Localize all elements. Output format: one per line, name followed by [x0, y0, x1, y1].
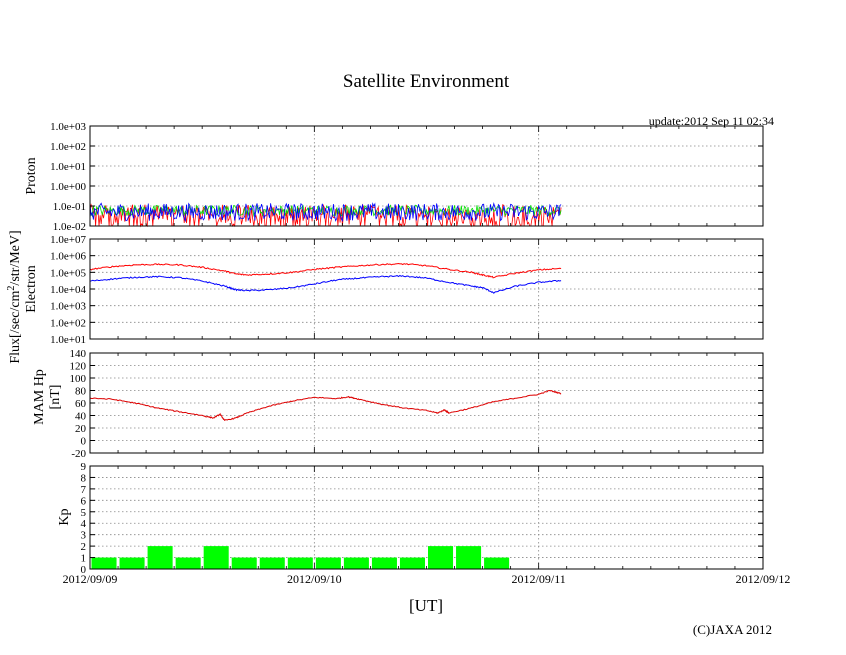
plot-area: 1.0e-021.0e-011.0e+001.0e+011.0e+021.0e+…: [50, 121, 790, 586]
electron-y-tick-label: 1.0e+06: [50, 251, 86, 263]
kp-bar: [371, 557, 397, 569]
kp-bar: [315, 557, 341, 569]
kp-y-tick-label: 2: [81, 541, 87, 553]
copyright-notice: (C)JAXA 2012: [693, 622, 772, 637]
chart-title: Satellite Environment: [343, 71, 510, 92]
kp-y-tick-label: 8: [81, 472, 87, 484]
mam-y-tick-label: 40: [75, 411, 87, 423]
kp-y-tick-label: 5: [81, 507, 87, 519]
kp-y-tick-label: 0: [81, 564, 87, 576]
mam-y-label-line2: [nT]: [48, 385, 63, 410]
electron-y-tick-label: 1.0e+01: [50, 334, 86, 346]
mam-y-tick-label: 20: [75, 423, 87, 435]
kp-bar: [231, 557, 257, 569]
x-tick-label: 2012/09/12: [736, 572, 791, 586]
kp-y-tick-label: 7: [81, 484, 87, 496]
kp-bar: [175, 557, 201, 569]
electron-y-tick-label: 1.0e+02: [50, 317, 86, 329]
kp-y-tick-label: 6: [81, 495, 87, 507]
mam-hp-line: [89, 389, 562, 421]
electron-y-label: Electron: [24, 265, 39, 312]
kp-y-tick-label: 1: [81, 553, 87, 565]
proton-y-tick-label: 1.0e+03: [50, 121, 86, 133]
kp-bar: [91, 557, 117, 569]
x-tick-label: 2012/09/09: [63, 572, 118, 586]
kp-bar: [399, 557, 425, 569]
mam-y-tick-label: 60: [75, 398, 87, 410]
mam-y-tick-label: 100: [70, 373, 87, 385]
mam-y-tick-label: -20: [71, 448, 86, 460]
x-tick-label: 2012/09/10: [287, 572, 342, 586]
mam-y-tick-label: 140: [70, 348, 87, 360]
proton-y-tick-label: 1.0e-02: [53, 221, 86, 233]
flux-unit-rest: /str/MeV]: [8, 230, 23, 285]
proton-y-label: Proton: [24, 157, 39, 194]
electron-y-tick-label: 1.0e+07: [50, 234, 86, 246]
kp-frame: [89, 465, 764, 570]
proton-channel-3-line: [89, 202, 562, 223]
electron-panel: 1.0e+01 1.0e+02 1.0e+03 1.0e+04 1.0e+05 1.0e+…: [50, 234, 764, 346]
kp-bar: [147, 546, 173, 569]
kp-bar: [484, 557, 510, 569]
kp-y-tick-label: 3: [81, 530, 87, 542]
update-timestamp: update:2012 Sep 11 02:34: [649, 114, 774, 128]
proton-y-tick-label: 1.0e+01: [50, 161, 86, 173]
electron-y-tick-label: 1.0e+05: [50, 267, 86, 279]
kp-bar: [343, 557, 369, 569]
proton-panel: 1.0e-02 1.0e-01 1.0e+00 1.0e+01 1.0e+02 1.0e+…: [50, 121, 764, 233]
proton-y-tick-label: 1.0e-01: [53, 201, 86, 213]
electron-y-tick-label: 1.0e+04: [50, 284, 86, 296]
flux-unit-main: Flux[/sec/cm: [8, 290, 23, 363]
kp-bar: [259, 557, 285, 569]
mam-y-tick-label: 80: [75, 386, 87, 398]
electron-high-line: [89, 262, 562, 279]
kp-bar: [203, 546, 229, 569]
kp-y-label: Kp: [57, 508, 72, 525]
kp-y-tick-label: 4: [81, 518, 87, 530]
kp-bar: [287, 557, 313, 569]
x-tick-label: 2012/09/11: [512, 572, 566, 586]
x-axis-label: [UT]: [409, 596, 443, 615]
electron-low-line: [89, 274, 562, 294]
shared-y-axis-label: Flux[/sec/cm2/str/MeV]: [6, 230, 23, 363]
flux-unit-superscript: 2: [6, 286, 17, 291]
electron-y-tick-label: 1.0e+03: [50, 301, 86, 313]
mam-y-tick-label: 0: [81, 436, 87, 448]
mam-y-tick-label: 120: [70, 361, 87, 373]
kp-bar: [428, 546, 454, 569]
kp-y-tick-label: 9: [81, 461, 87, 473]
kp-bar: [119, 557, 145, 569]
mam-y-label-line1: MAM Hp: [32, 369, 47, 425]
proton-y-tick-label: 1.0e+00: [50, 181, 86, 193]
proton-y-tick-label: 1.0e+02: [50, 141, 86, 153]
kp-bar: [456, 546, 482, 569]
